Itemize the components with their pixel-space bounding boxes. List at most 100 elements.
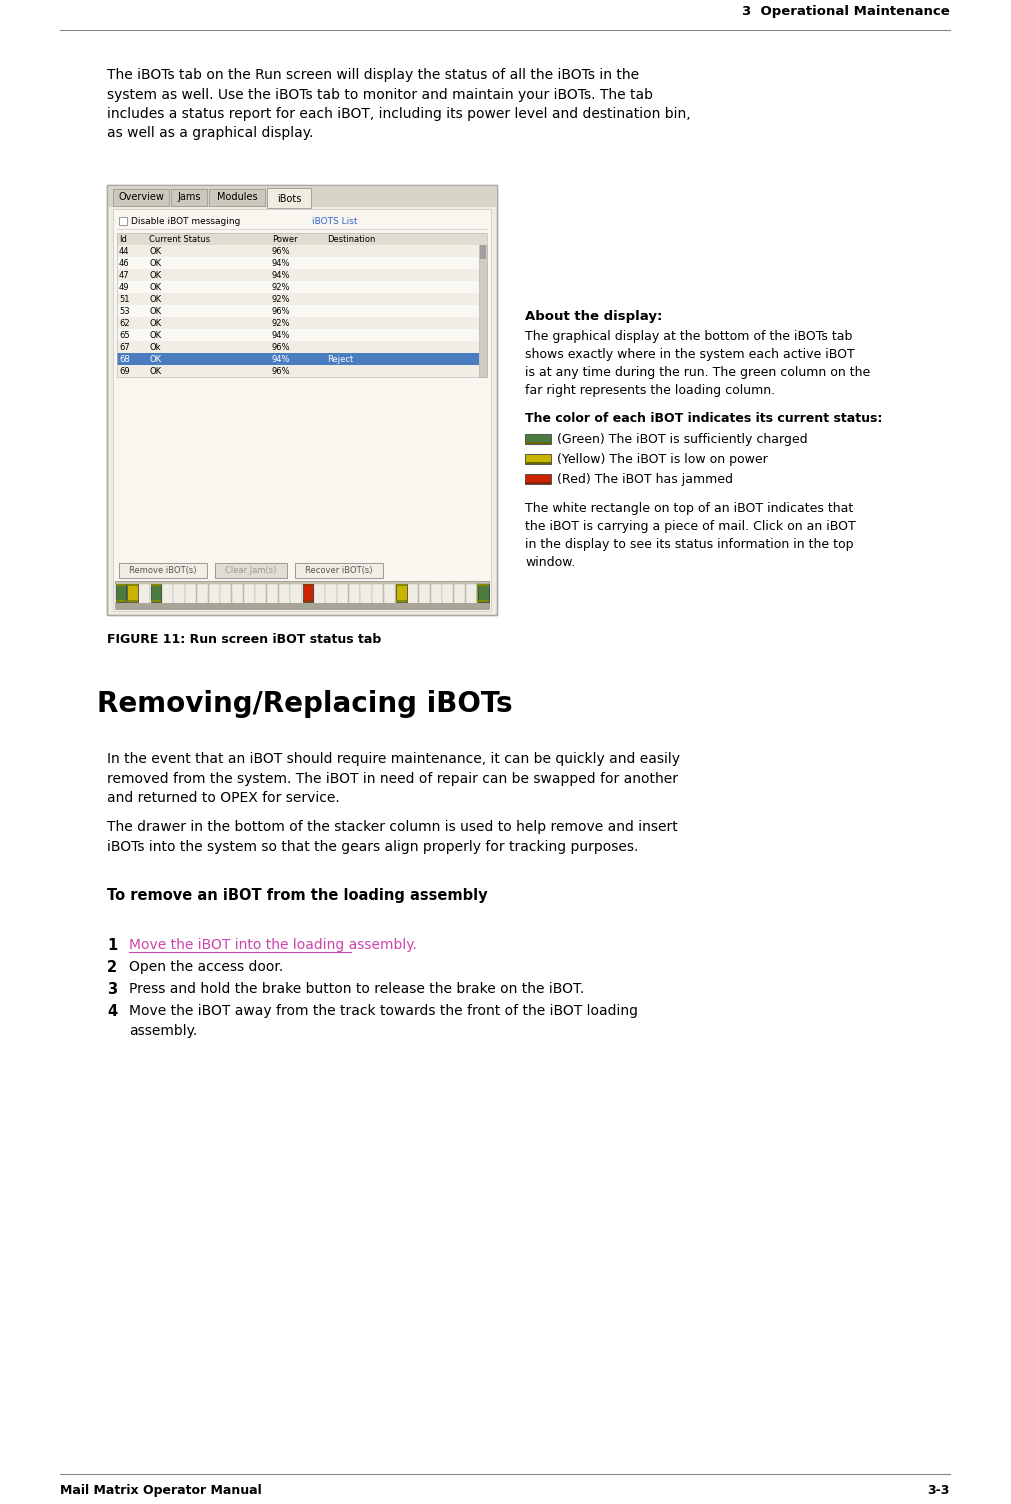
Bar [117,233,487,378]
Bar [295,562,383,578]
Text: 4: 4 [107,1005,117,1020]
Text: iBots: iBots [277,194,301,203]
Text: Recover iBOT(s): Recover iBOT(s) [305,566,373,575]
Bar [151,584,161,602]
Text: iBOTS List: iBOTS List [312,217,358,226]
Text: 53: 53 [119,307,129,316]
Bar [396,584,406,602]
Text: The color of each iBOT indicates its current status:: The color of each iBOT indicates its cur… [525,412,883,426]
Text: Disable iBOT messaging: Disable iBOT messaging [131,217,241,226]
Bar [208,584,219,605]
Bar [117,269,479,281]
Text: Ok: Ok [149,343,161,352]
Text: 96%: 96% [272,367,290,376]
Bar [267,584,278,605]
Bar [454,584,465,605]
Bar [431,584,442,605]
Text: (Red) The iBOT has jammed: (Red) The iBOT has jammed [557,472,733,486]
Text: OK: OK [149,331,161,340]
Bar [127,584,137,602]
Text: Move the iBOT away from the track towards the front of the iBOT loading
assembly: Move the iBOT away from the track toward… [129,1005,638,1038]
Bar [361,584,372,605]
Text: OK: OK [149,295,161,304]
Bar [395,584,406,605]
Bar [113,209,491,611]
Bar [290,584,301,605]
Bar [479,245,487,378]
Bar [419,584,430,605]
Bar [117,353,479,365]
Bar [525,481,551,484]
Bar [150,584,161,605]
Bar [396,584,406,587]
Text: 96%: 96% [272,247,290,256]
Bar [115,581,489,609]
Bar [525,454,551,465]
Bar [525,474,551,484]
Bar [337,584,348,605]
Bar [107,185,497,615]
Text: Move the iBOT into the loading assembly.: Move the iBOT into the loading assembly. [129,938,417,952]
Bar [349,584,360,605]
Bar [151,584,161,587]
Text: 49: 49 [119,283,129,292]
Text: OK: OK [149,355,161,364]
Bar [302,584,313,587]
Bar [107,185,497,615]
Text: 94%: 94% [272,331,290,340]
Bar [209,190,265,206]
Text: 3  Operational Maintenance: 3 Operational Maintenance [742,5,950,18]
Bar [117,365,479,378]
Bar [326,584,337,605]
Bar [220,584,232,605]
Text: (Green) The iBOT is sufficiently charged: (Green) The iBOT is sufficiently charged [557,433,808,445]
Bar [115,584,126,605]
Bar [302,600,313,602]
Bar [151,600,161,602]
Bar [117,245,479,257]
Text: 65: 65 [119,331,129,340]
Bar [117,281,479,293]
Bar [185,584,196,605]
Text: 1: 1 [107,938,117,954]
Text: 68: 68 [119,355,129,364]
Text: 94%: 94% [272,271,290,280]
Text: 44: 44 [119,247,129,256]
Bar [442,584,454,605]
Text: 51: 51 [119,295,129,304]
Text: (Yellow) The iBOT is low on power: (Yellow) The iBOT is low on power [557,453,767,466]
Text: 96%: 96% [272,307,290,316]
Bar [302,584,313,602]
Text: About the display:: About the display: [525,310,662,323]
Text: 62: 62 [119,319,129,328]
Text: 2: 2 [107,960,117,975]
Text: Open the access door.: Open the access door. [129,960,283,975]
Bar [108,186,496,208]
Text: 96%: 96% [272,343,290,352]
Bar [117,257,479,269]
Bar [162,584,173,605]
Bar [478,584,488,587]
Text: 94%: 94% [272,259,290,268]
Bar [372,584,383,605]
Bar [117,233,487,245]
Text: 92%: 92% [272,283,290,292]
Bar [480,245,486,259]
Bar [117,341,479,353]
Text: 92%: 92% [272,319,290,328]
Text: The iBOTs tab on the Run screen will display the status of all the iBOTs in the
: The iBOTs tab on the Run screen will dis… [107,68,691,140]
Text: Id: Id [119,235,126,244]
Text: Reject: Reject [327,355,353,364]
Text: Removing/Replacing iBOTs: Removing/Replacing iBOTs [97,690,513,717]
Bar [215,562,287,578]
Text: To remove an iBOT from the loading assembly: To remove an iBOT from the loading assem… [107,887,487,902]
Bar [478,600,488,602]
Bar [197,584,208,605]
Text: 67: 67 [119,343,129,352]
Text: OK: OK [149,271,161,280]
Text: OK: OK [149,259,161,268]
Text: The graphical display at the bottom of the iBOTs tab
shows exactly where in the : The graphical display at the bottom of t… [525,329,870,397]
Text: Modules: Modules [216,193,258,203]
Text: OK: OK [149,247,161,256]
Text: Clear Jam(s): Clear Jam(s) [225,566,277,575]
